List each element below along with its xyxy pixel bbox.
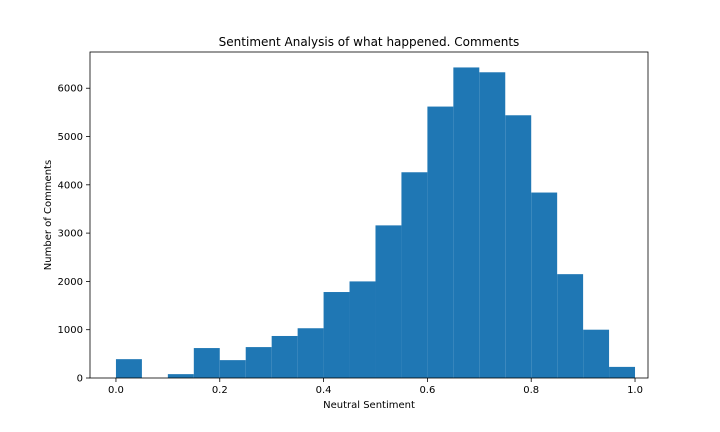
histogram-bar-9 xyxy=(349,281,376,378)
histogram-bar-10 xyxy=(375,225,402,378)
histogram-bar-17 xyxy=(557,274,584,378)
y-tick-label: 4000 xyxy=(58,180,83,191)
x-tick-label: 1.0 xyxy=(627,385,643,396)
y-tick-label: 6000 xyxy=(58,84,83,95)
bars-group xyxy=(115,67,636,379)
histogram-bar-4 xyxy=(219,360,246,378)
histogram-bar-7 xyxy=(297,328,324,378)
histogram-bar-0 xyxy=(115,359,142,378)
histogram-bar-11 xyxy=(401,172,428,378)
y-tick-label: 0 xyxy=(77,374,83,385)
y-tick-label: 3000 xyxy=(58,229,83,240)
x-axis-label: Neutral Sentiment xyxy=(323,400,415,411)
histogram-bar-18 xyxy=(583,329,610,378)
histogram-bar-2 xyxy=(167,374,194,378)
histogram-bar-14 xyxy=(479,72,506,378)
histogram-bar-8 xyxy=(323,292,350,378)
histogram-bar-6 xyxy=(271,335,298,378)
y-tick-label: 2000 xyxy=(58,277,83,288)
histogram-bar-16 xyxy=(531,192,558,378)
x-tick-label: 0.6 xyxy=(419,385,435,396)
histogram-bar-15 xyxy=(505,115,532,379)
histogram-bar-3 xyxy=(193,348,220,378)
chart-title: Sentiment Analysis of what happened. Com… xyxy=(219,35,520,49)
histogram-bar-13 xyxy=(453,67,480,378)
y-axis-ticks: 0 1000 2000 3000 4000 5000 6000 xyxy=(58,84,90,385)
histogram-bar-12 xyxy=(427,106,454,378)
y-axis-label: Number of Comments xyxy=(43,160,54,270)
histogram-bar-5 xyxy=(245,347,272,378)
plot-frame xyxy=(89,51,649,379)
x-tick-label: 0.0 xyxy=(108,385,124,396)
x-tick-label: 0.2 xyxy=(212,385,228,396)
x-axis-ticks: 0.0 0.2 0.4 0.6 0.8 1.0 xyxy=(108,378,643,396)
x-tick-label: 0.4 xyxy=(316,385,332,396)
histogram-bar-19 xyxy=(609,366,636,378)
y-tick-label: 1000 xyxy=(58,325,83,336)
y-tick-label: 5000 xyxy=(58,132,83,143)
x-tick-label: 0.8 xyxy=(523,385,539,396)
